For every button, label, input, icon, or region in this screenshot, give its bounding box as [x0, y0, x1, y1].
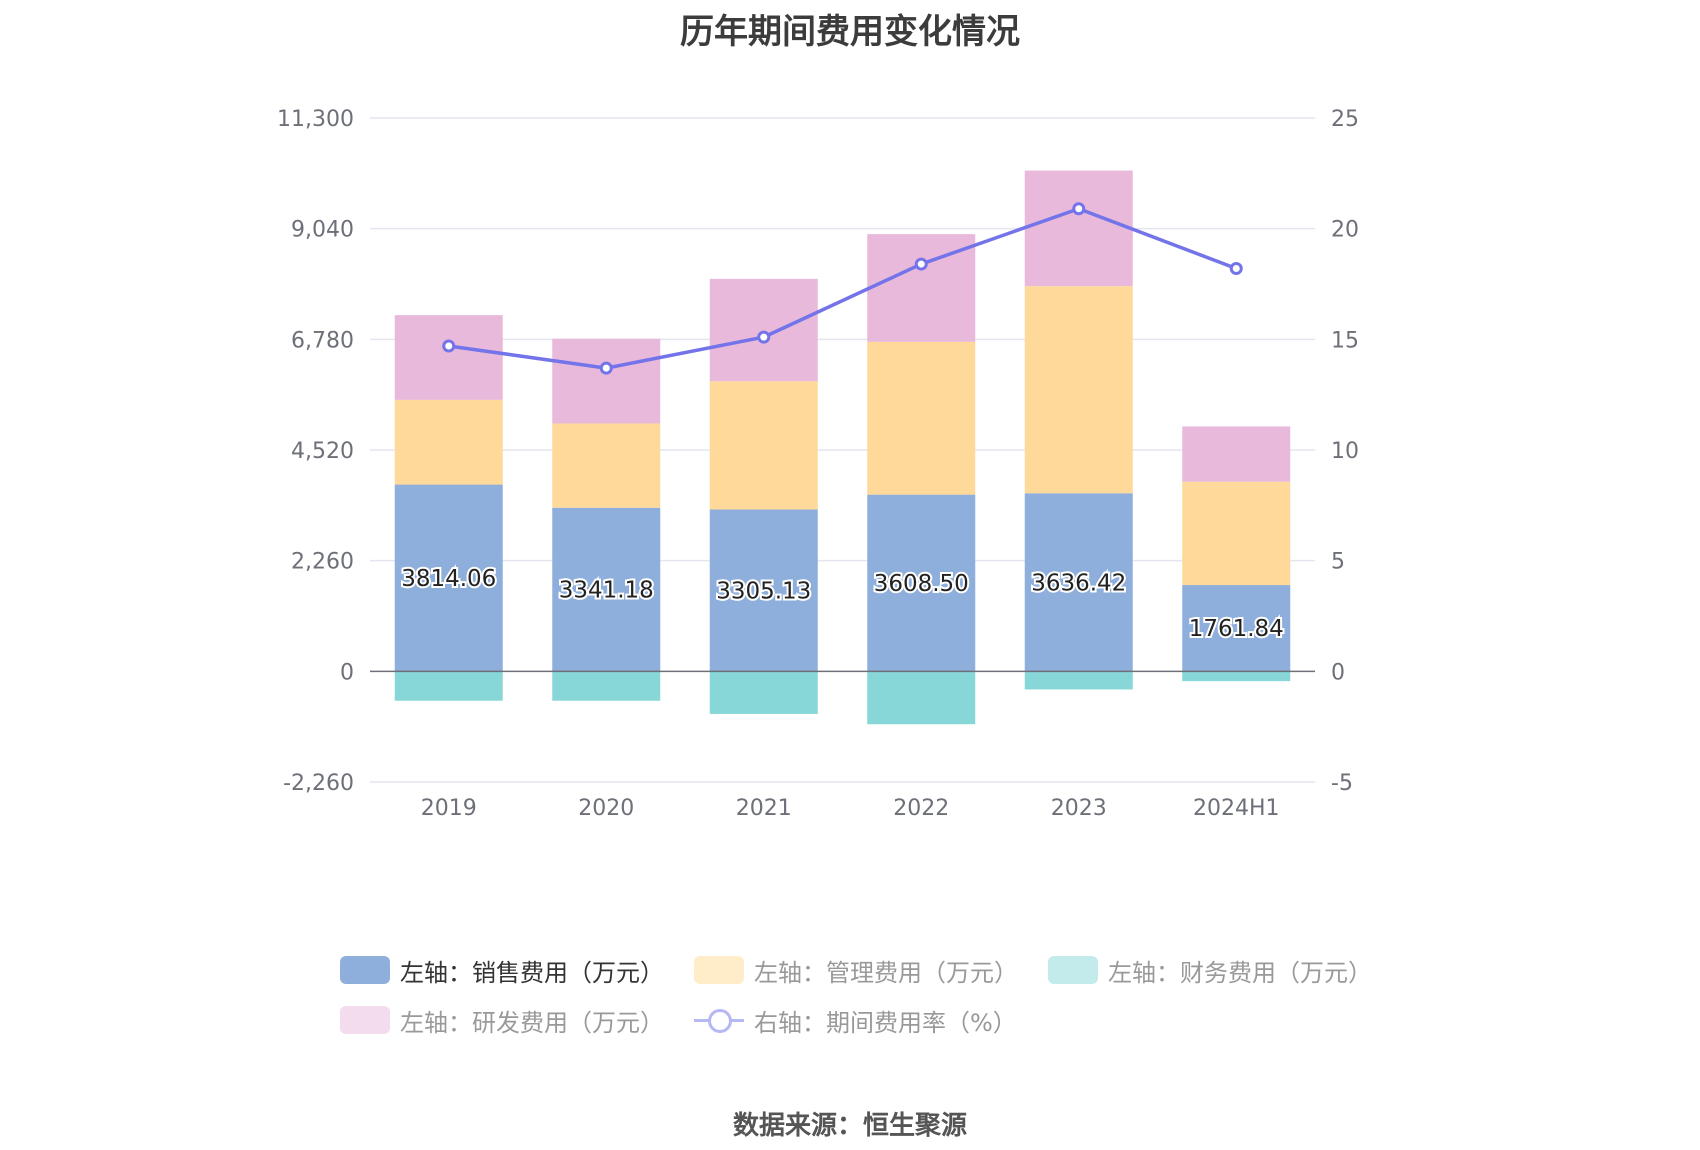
bar-rnd — [1024, 170, 1133, 287]
left-tick-label: 9,040 — [291, 218, 354, 243]
right-tick-label: 15 — [1331, 328, 1359, 353]
legend-item-finance[interactable]: 左轴：财务费用（万元） — [1048, 953, 1372, 988]
rate-line — [442, 202, 1243, 375]
x-tick-label: 2023 — [1051, 796, 1107, 821]
bar-management — [1024, 286, 1133, 494]
rate-point — [1229, 262, 1243, 276]
bar-management — [394, 399, 503, 485]
bar-sales — [867, 494, 976, 672]
bar-finance — [1182, 671, 1291, 682]
legend-item-rate[interactable]: 右轴：期间费用率（%） — [694, 1003, 1017, 1038]
legend-item-management[interactable]: 左轴：管理费用（万元） — [694, 953, 1018, 988]
bar-sales — [394, 484, 503, 672]
bar-management — [709, 381, 818, 510]
rate-point — [1072, 202, 1086, 216]
rate-point — [914, 257, 928, 271]
legend-label-sales: 左轴：销售费用（万元） — [400, 958, 664, 987]
rate-point — [599, 361, 613, 375]
bar-rnd — [394, 315, 503, 400]
bar-sales — [552, 507, 661, 672]
bar-value-label: 1761.84 — [1189, 616, 1284, 642]
legend-swatch-sales — [340, 956, 390, 984]
bar-management — [867, 341, 976, 495]
bars — [394, 170, 1291, 725]
left-tick-label: -2,260 — [283, 771, 354, 796]
bar-rnd — [1182, 426, 1291, 482]
legend-label-rnd: 左轴：研发费用（万元） — [400, 1008, 664, 1037]
bar-rnd — [709, 278, 818, 382]
bar-management — [552, 423, 661, 508]
source-note: 数据来源：恒生聚源 — [732, 1111, 967, 1141]
right-tick-label: 5 — [1331, 550, 1345, 575]
left-tick-label: 0 — [340, 660, 354, 685]
rate-point — [442, 339, 456, 353]
bar-sales — [1182, 585, 1291, 672]
bar-labels: 3814.06 3341.18 3305.13 3608.50 3636.42 1761.… — [399, 564, 1286, 644]
legend-label-rate: 右轴：期间费用率（%） — [754, 1008, 1017, 1037]
bar-value-label: 3814.06 — [401, 566, 496, 592]
legend-swatch-management — [694, 956, 744, 984]
bar-value-label: 3305.13 — [716, 578, 811, 604]
bar-sales — [709, 509, 818, 672]
bar-finance — [1024, 671, 1133, 690]
grid-lines — [370, 117, 1315, 783]
legend-swatch-rnd — [340, 1006, 390, 1034]
left-tick-label: 2,260 — [291, 550, 354, 575]
legend-item-rnd[interactable]: 左轴：研发费用（万元） — [340, 1003, 664, 1038]
bar-finance — [394, 671, 503, 701]
bar-finance — [709, 671, 818, 714]
legend-item-sales[interactable]: 左轴：销售费用（万元） — [340, 953, 664, 988]
axes: -2,260 0 2,260 4,520 6,780 9,040 11,300 -5 0 5 10 1… — [277, 107, 1359, 821]
right-tick-label: 0 — [1331, 660, 1345, 685]
legend-swatch-rate — [694, 1006, 744, 1034]
right-tick-label: 25 — [1331, 107, 1359, 132]
legend-label-management: 左轴：管理费用（万元） — [754, 958, 1018, 987]
rate-point — [757, 330, 771, 344]
x-tick-label: 2020 — [578, 796, 634, 821]
bar-management — [1182, 481, 1291, 586]
x-tick-label: 2019 — [421, 796, 477, 821]
bar-finance — [552, 671, 661, 701]
left-tick-label: 11,300 — [277, 107, 354, 132]
x-tick-label: 2022 — [893, 796, 949, 821]
right-tick-label: 10 — [1331, 439, 1359, 464]
bar-value-label: 3341.18 — [559, 578, 654, 604]
right-tick-label: 20 — [1331, 218, 1359, 243]
bar-value-label: 3608.50 — [874, 571, 969, 597]
legend: 左轴：销售费用（万元） 左轴：管理费用（万元） 左轴：财务费用（万元） 左轴：研… — [340, 945, 1420, 1045]
chart-title: 历年期间费用变化情况 — [680, 12, 1020, 52]
bar-rnd — [552, 338, 661, 424]
bar-sales — [1024, 493, 1133, 672]
left-tick-label: 6,780 — [291, 328, 354, 353]
bar-finance — [867, 671, 976, 725]
bar-value-label: 3636.42 — [1031, 570, 1126, 596]
legend-label-finance: 左轴：财务费用（万元） — [1108, 958, 1372, 987]
x-tick-label: 2024H1 — [1193, 796, 1280, 821]
left-tick-label: 4,520 — [291, 439, 354, 464]
right-tick-label: -5 — [1331, 771, 1353, 796]
legend-swatch-finance — [1048, 956, 1098, 984]
rate-line-path — [448, 206, 1237, 370]
x-tick-label: 2021 — [736, 796, 792, 821]
